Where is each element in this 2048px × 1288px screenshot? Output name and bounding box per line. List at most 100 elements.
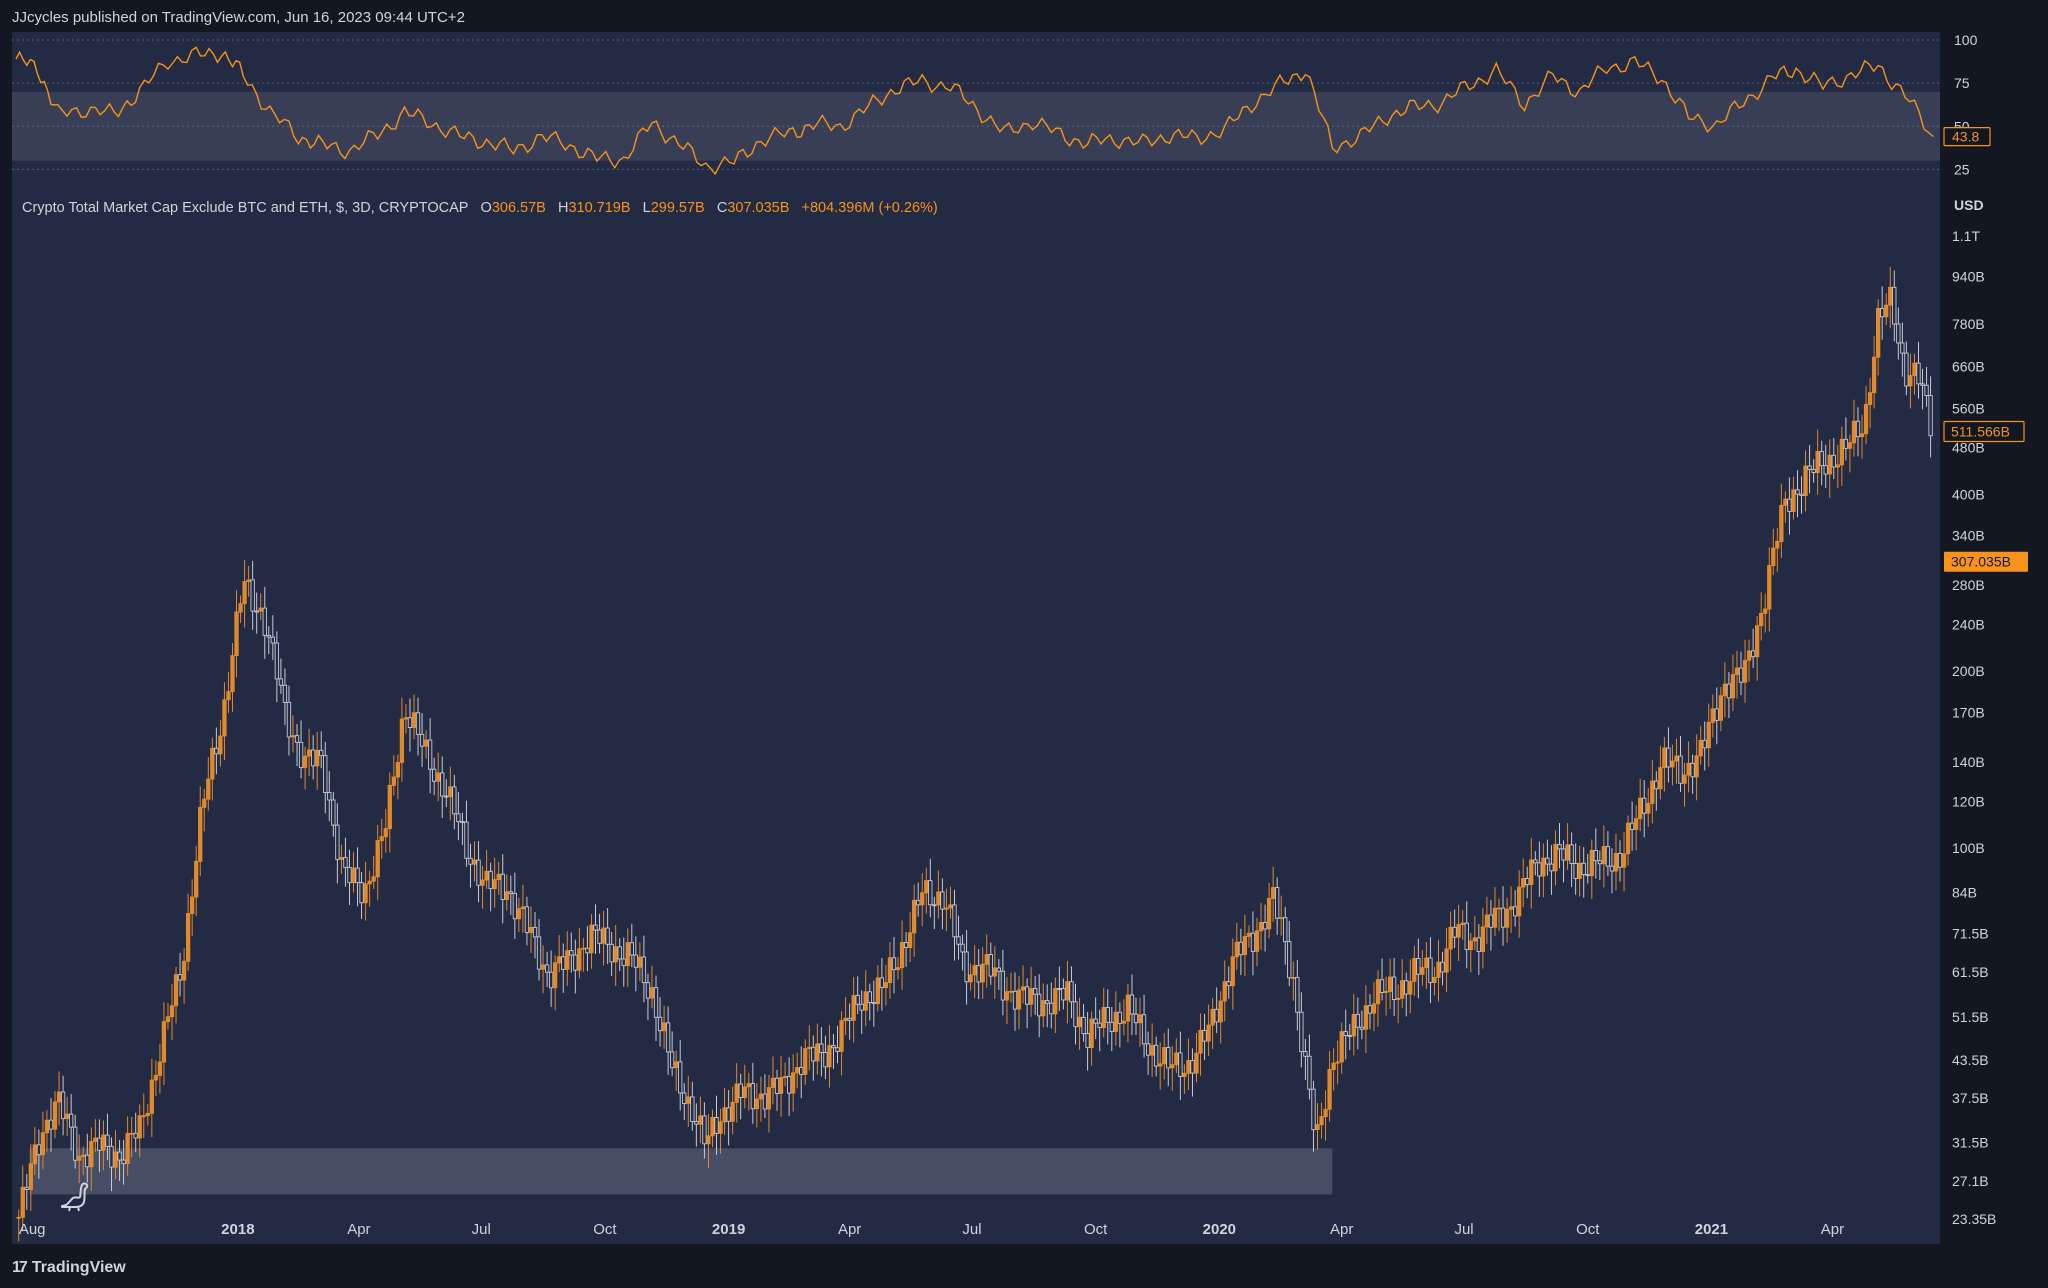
time-tick-label: Apr (1330, 1221, 1353, 1238)
candle (1238, 928, 1244, 976)
candle (984, 934, 989, 988)
candle (1012, 972, 1018, 1031)
candle-body (633, 954, 638, 968)
candle (1198, 1013, 1203, 1076)
candle (1871, 335, 1877, 409)
candle (653, 975, 659, 1042)
candle-body (423, 739, 429, 747)
candle (1133, 997, 1139, 1035)
candle-body (1561, 848, 1566, 861)
candle (411, 694, 417, 740)
candle-body (464, 821, 469, 859)
candle-body (1101, 1006, 1106, 1029)
candle-body (944, 907, 949, 910)
candle-body (1198, 1029, 1203, 1054)
tradingview-logo[interactable]: 17 TradingView (12, 1258, 126, 1278)
candle (56, 1071, 62, 1126)
candle-body (706, 1135, 711, 1145)
price-tick-label: 140B (1952, 754, 1985, 770)
candle-body (1863, 404, 1869, 435)
candle (1295, 960, 1300, 1031)
candle (1787, 477, 1792, 535)
candle (145, 1103, 150, 1126)
candle-body (226, 691, 231, 701)
candle (553, 955, 558, 1011)
candle-body (1149, 1044, 1155, 1056)
candle-body (1779, 504, 1784, 542)
candle-body (411, 712, 417, 728)
candle-body (97, 1137, 102, 1151)
candle-body (940, 891, 945, 910)
candle-body (230, 655, 235, 693)
candle-body (1504, 908, 1510, 928)
candle-body (678, 1061, 683, 1094)
candle-body (1646, 802, 1651, 814)
candle-body (968, 974, 973, 983)
candle (1658, 745, 1663, 800)
candle (1690, 754, 1695, 794)
candle-body (73, 1126, 78, 1161)
candle-body (1133, 1013, 1139, 1024)
candle (1456, 904, 1461, 962)
candle-body (1416, 958, 1421, 975)
candle (52, 1090, 58, 1139)
candle (133, 1112, 138, 1153)
candle-body (774, 1077, 780, 1094)
candle-body (1400, 980, 1405, 999)
candle-body (286, 701, 292, 738)
candle (1452, 909, 1457, 949)
candle (621, 937, 626, 987)
candle-body (903, 942, 909, 948)
candle (1678, 735, 1683, 792)
candle (879, 958, 885, 1011)
candle-body (544, 964, 550, 973)
candle-body (1012, 990, 1018, 1010)
candle-body (290, 735, 296, 738)
candle (492, 857, 497, 908)
candle (1686, 741, 1691, 793)
price-tick-label: 84B (1952, 884, 1977, 900)
candle (948, 886, 953, 919)
candle-body (121, 1159, 126, 1165)
candle-body (932, 904, 937, 907)
candle (766, 1074, 772, 1133)
candle (686, 1075, 691, 1127)
candle (698, 1096, 703, 1144)
candle (1472, 916, 1477, 950)
candle (867, 983, 872, 1021)
candle-body (996, 967, 1002, 972)
candle (24, 1174, 29, 1210)
price-axis[interactable]: USD 1.1T 940B 780B 660B 560B 480B 400B 340B 280B 2… (1943, 197, 2028, 1227)
candle-body (645, 982, 651, 999)
candle (1476, 924, 1481, 976)
candle-body (762, 1093, 768, 1110)
candle-body (1904, 352, 1909, 387)
candle-body (323, 755, 328, 793)
candle-body (1440, 961, 1445, 973)
candle (48, 1098, 54, 1152)
candle (1246, 925, 1252, 948)
candle-body (1323, 1108, 1328, 1118)
candle-body (1557, 844, 1562, 850)
candle (1226, 966, 1231, 999)
candle (1210, 998, 1215, 1050)
candle-body (1912, 362, 1917, 377)
candle-body (395, 761, 401, 778)
candle (1908, 353, 1913, 409)
candle (423, 730, 429, 759)
candle-body (161, 1021, 167, 1063)
candle (1746, 639, 1752, 682)
candle-body (1016, 989, 1022, 1010)
candle (379, 818, 384, 859)
candle (1004, 977, 1010, 1024)
candle-body (28, 1163, 33, 1190)
dino-icon[interactable] (58, 1178, 92, 1212)
time-axis[interactable]: Aug 2018 Apr Jul Oct 2019 Apr Jul Oct 2020 Apr Jul O… (19, 1221, 1844, 1238)
candle-body (1468, 940, 1473, 951)
candle-body (512, 892, 517, 920)
candle (504, 874, 509, 911)
candle (173, 966, 179, 1024)
candle (605, 907, 610, 964)
candle-body (1702, 739, 1707, 749)
